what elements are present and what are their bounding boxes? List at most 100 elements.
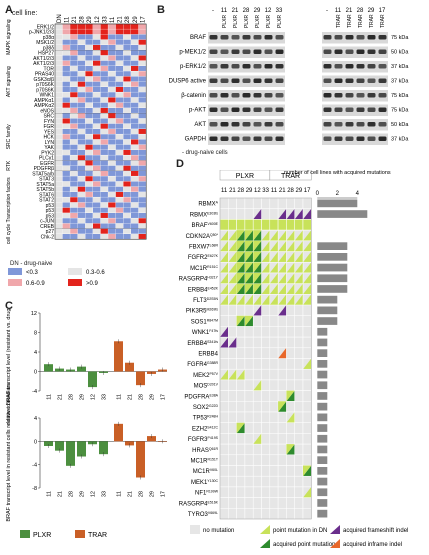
heat-cell (62, 150, 70, 155)
band (209, 93, 218, 98)
heat-cell (62, 97, 70, 103)
grid-cell (219, 304, 229, 316)
band (378, 35, 387, 40)
heat-cell (138, 186, 146, 192)
heat-cell (123, 213, 131, 218)
row-label: FYN (44, 119, 54, 125)
grid-cell (228, 326, 237, 338)
row-label: GSK3α/β (34, 77, 55, 83)
grid-cell (286, 379, 295, 391)
count-bar (317, 413, 328, 422)
mut-triangle (236, 251, 245, 263)
heat-cell (85, 60, 93, 66)
heat-cell (115, 24, 124, 29)
heat-cell (131, 155, 139, 161)
heat-cell (108, 71, 116, 77)
heat-cell (138, 223, 146, 229)
heat-cell (115, 150, 124, 155)
panel-label-c: C (5, 300, 13, 312)
count-bar (317, 317, 338, 325)
grid-cell (286, 454, 295, 466)
grid-cell (277, 336, 287, 349)
heat-cell (123, 192, 131, 197)
heat-cell (62, 113, 70, 119)
grid-cell (252, 475, 262, 488)
panel-label-b: B (157, 4, 165, 16)
mut-triangle (278, 305, 287, 316)
heat-cell (108, 76, 116, 82)
band (378, 107, 387, 112)
mut-dn (277, 219, 287, 231)
heat-cell (70, 192, 78, 197)
heat-cell (62, 34, 70, 40)
grid-cell (236, 508, 246, 520)
heat-cell (108, 34, 116, 40)
heat-cell (138, 81, 146, 87)
heat-cell (93, 71, 101, 77)
heat-cell (93, 92, 101, 98)
group-label: cell cycle (6, 224, 12, 245)
heat-cell (115, 60, 124, 66)
heat-cell (93, 192, 101, 197)
band-label-5: p-AKT (189, 108, 206, 114)
gene-label-4: FBXW7L68R (189, 244, 219, 251)
mutation-label: E516K (207, 500, 218, 504)
grid-cell (261, 411, 271, 423)
heat-cell (100, 55, 108, 61)
gene-label-29: TYRO3V669L (188, 511, 218, 518)
count-bar (317, 424, 328, 432)
row-label: WNK1 (40, 93, 55, 99)
heat-cell (62, 102, 70, 108)
heat-cell (93, 55, 101, 61)
heat-cell (115, 202, 124, 208)
panel-label-a: A (5, 4, 13, 16)
heat-cell (115, 55, 124, 61)
grid-cell (219, 390, 229, 402)
heat-cell (55, 218, 63, 224)
heat-cell (62, 218, 70, 224)
heat-cell (100, 192, 108, 197)
gene-label-13: ERBB4S341fs (187, 340, 218, 347)
row-label: STAT2 (39, 198, 54, 204)
mut-triangle (261, 240, 270, 252)
row-label: HCK (43, 135, 54, 141)
grid-cell (294, 411, 304, 423)
gene-label-21: EZH2S412C (192, 425, 219, 432)
heat-cell (85, 34, 93, 40)
row-label: CREB (40, 224, 55, 230)
band (231, 35, 240, 40)
grid-cell (228, 358, 237, 370)
grid-cell (219, 475, 229, 488)
mutation-label: A (216, 201, 219, 205)
grid-cell (269, 465, 279, 477)
heat-cell (62, 171, 70, 176)
heat-cell (100, 223, 108, 229)
heat-cell (131, 207, 139, 213)
grid-cell (277, 443, 287, 456)
mut-triangle (269, 272, 279, 284)
heat-cell (131, 97, 139, 103)
panel-b: - 11 21 28 29 12 33 - 11 21 28 29 17 PLXR PLXR PLXR PLXR… (160, 0, 429, 160)
heat-cell (93, 24, 101, 29)
y-tick-label: 4 (34, 416, 37, 422)
heat-cell (138, 139, 146, 145)
band (334, 136, 343, 141)
x-tick-label: 28 (139, 491, 145, 497)
grid-cell (244, 475, 254, 488)
grid-cell (302, 433, 312, 445)
mut-dn-triangle (244, 315, 254, 327)
heat-cell (85, 165, 93, 171)
grid-cell (294, 443, 304, 456)
heat-cell (85, 97, 93, 103)
heat-cell (62, 197, 70, 203)
heat-cell (100, 134, 108, 140)
heat-cell (123, 87, 131, 92)
heat-cell (93, 234, 101, 239)
mut-dn-triangle (236, 422, 245, 434)
band (209, 64, 218, 69)
heat-cell (131, 66, 139, 71)
heat-cell (93, 176, 101, 182)
grid-cell (286, 315, 295, 327)
x-tick-label: 11 (47, 394, 53, 400)
col-header-11: 17 (140, 16, 146, 23)
